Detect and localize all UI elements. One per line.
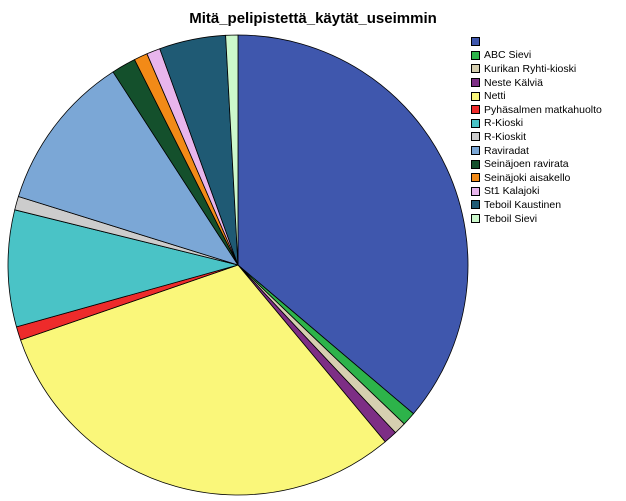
legend-label: St1 Kalajoki	[484, 185, 540, 198]
legend-item: R-Kioskit	[471, 130, 602, 144]
legend-label: Teboil Sievi	[484, 212, 538, 225]
legend-label: R-Kioski	[484, 117, 524, 130]
legend-swatch	[471, 50, 480, 60]
legend-swatch	[471, 91, 480, 101]
legend-label: Seinäjoen ravirata	[484, 158, 569, 171]
legend-swatch	[471, 159, 480, 169]
legend-swatch	[471, 78, 480, 88]
legend-item: Seinäjoki aisakello	[471, 171, 602, 185]
legend-item: Seinäjoen ravirata	[471, 157, 602, 171]
chart-title: Mitä_pelipistettä_käytät_useimmin	[189, 10, 437, 27]
legend-label: Kurikan Ryhti-kioski	[484, 62, 577, 75]
pie-slice-5	[20, 264, 386, 496]
legend-label: Raviradat	[484, 144, 529, 157]
legend-swatch	[471, 37, 480, 47]
pie-slice-14	[225, 34, 239, 266]
legend-swatch	[471, 173, 480, 183]
legend-item: Neste Kälviä	[471, 76, 602, 90]
legend-item: Teboil Kaustinen	[471, 198, 602, 212]
legend-label: ABC Sievi	[484, 49, 532, 62]
legend-label: Seinäjoki aisakello	[484, 171, 571, 184]
legend-item: Kurikan Ryhti-kioski	[471, 62, 602, 76]
legend-item: ABC Sievi	[471, 49, 602, 63]
legend-swatch	[471, 186, 480, 196]
legend-swatch	[471, 105, 480, 115]
legend-swatch	[471, 200, 480, 210]
legend-item: R-Kioski	[471, 117, 602, 131]
legend-label: Teboil Kaustinen	[484, 198, 562, 211]
legend-item: Teboil Sievi	[471, 212, 602, 226]
legend-label: R-Kioskit	[484, 130, 527, 143]
legend-item: Raviradat	[471, 144, 602, 158]
legend-label: Pyhäsalmen matkahuolto	[484, 103, 602, 116]
legend-swatch	[471, 214, 480, 224]
legend-swatch	[471, 132, 480, 142]
legend-label: Netti	[484, 90, 506, 103]
legend-label: Neste Kälviä	[484, 76, 543, 89]
legend-swatch	[471, 118, 480, 128]
legend-item: Netti	[471, 89, 602, 103]
legend-item: Pyhäsalmen matkahuolto	[471, 103, 602, 117]
legend-swatch	[471, 146, 480, 156]
legend-item	[471, 35, 602, 49]
legend-item: St1 Kalajoki	[471, 185, 602, 199]
legend-swatch	[471, 64, 480, 74]
pie-slice-9	[18, 71, 239, 266]
chart-legend: ABC Sievi Kurikan Ryhti-kioski Neste Kälvi…	[471, 35, 602, 225]
pie-slice-1	[237, 34, 469, 415]
pie-slice-7	[7, 209, 239, 328]
